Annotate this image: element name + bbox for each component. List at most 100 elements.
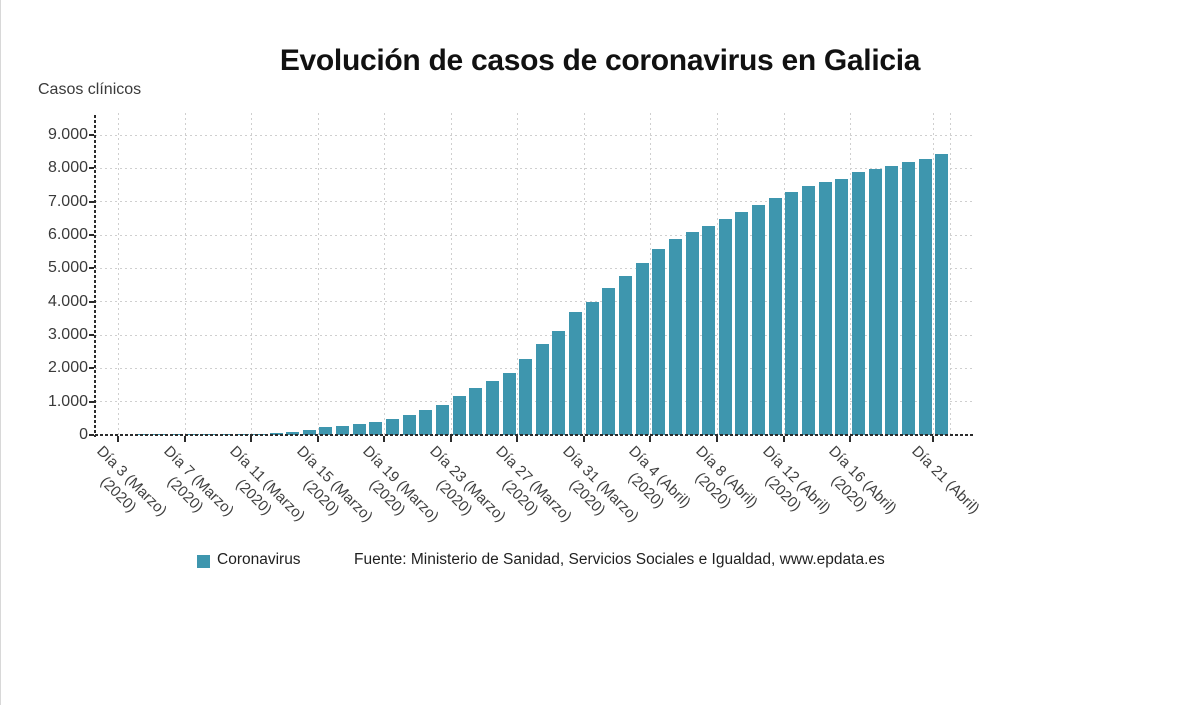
y-axis-label: 3.000 bbox=[47, 326, 88, 343]
legend-color-swatch bbox=[197, 555, 210, 568]
x-axis-tick bbox=[250, 436, 253, 442]
y-axis-label: 1.000 bbox=[47, 392, 88, 410]
bar bbox=[668, 239, 682, 435]
bar bbox=[502, 372, 516, 435]
gridline-vertical bbox=[717, 113, 719, 435]
y-axis-label: 8.000 bbox=[47, 159, 88, 177]
gridline-vertical bbox=[850, 113, 852, 435]
x-axis-label: Día 3 (Marzo) (2020) bbox=[79, 442, 171, 534]
y-axis-tick bbox=[89, 334, 94, 336]
y-axis-tick bbox=[89, 200, 94, 203]
x-axis-tick bbox=[849, 436, 852, 442]
x-axis-tick bbox=[649, 436, 652, 442]
bar bbox=[286, 432, 300, 435]
y-axis-tick bbox=[89, 400, 94, 403]
x-axis-tick bbox=[516, 436, 519, 442]
bar bbox=[419, 410, 433, 435]
y-axis-label: 5.000 bbox=[47, 259, 88, 277]
gridline-vertical bbox=[118, 113, 119, 435]
bar bbox=[386, 419, 400, 435]
y-axis-line bbox=[94, 115, 96, 437]
x-axis-label: Día 8 (Abril) (2020) bbox=[678, 442, 761, 525]
bar bbox=[302, 430, 316, 435]
bar bbox=[802, 186, 816, 435]
gridline-vertical bbox=[184, 113, 186, 435]
y-axis-label: 2.000 bbox=[47, 359, 88, 377]
bar bbox=[652, 249, 666, 435]
gridline-vertical bbox=[783, 113, 785, 435]
bar bbox=[901, 161, 915, 435]
x-axis-tick bbox=[183, 436, 186, 442]
y-axis-tick bbox=[89, 300, 94, 303]
bar bbox=[402, 415, 416, 435]
bar bbox=[702, 226, 716, 435]
gridline-horizontal bbox=[95, 201, 973, 203]
bar bbox=[935, 154, 949, 435]
bar bbox=[452, 396, 466, 435]
x-axis-tick bbox=[716, 436, 719, 442]
y-axis-title: Casos clínicos bbox=[38, 81, 142, 98]
gridline-vertical bbox=[384, 113, 386, 435]
x-axis-tick bbox=[383, 436, 386, 442]
bar bbox=[851, 172, 865, 435]
bar bbox=[519, 358, 533, 435]
gridline-horizontal bbox=[95, 134, 973, 136]
bar bbox=[918, 159, 932, 435]
bar bbox=[535, 344, 549, 435]
bar bbox=[785, 191, 799, 435]
gridline-horizontal bbox=[95, 334, 973, 336]
x-axis-tick bbox=[449, 436, 452, 442]
gridline-vertical bbox=[650, 113, 652, 435]
y-axis-label: 0 bbox=[79, 426, 88, 443]
y-axis-tick bbox=[89, 234, 94, 236]
gridline-vertical bbox=[317, 113, 319, 435]
bar bbox=[635, 262, 649, 435]
x-axis-label: Día 21 (Abril) bbox=[908, 442, 984, 518]
bar bbox=[868, 169, 882, 435]
bar bbox=[485, 381, 499, 435]
page-title: Evolución de casos de coronavirus en Gal… bbox=[279, 44, 921, 78]
bar bbox=[835, 179, 849, 435]
bar bbox=[768, 197, 782, 435]
gridline-vertical bbox=[933, 113, 935, 435]
bar bbox=[319, 427, 333, 435]
gridline-vertical bbox=[251, 113, 253, 435]
x-axis-line bbox=[95, 434, 973, 436]
bar bbox=[718, 219, 732, 435]
y-axis-tick bbox=[89, 167, 94, 170]
window-edge-line bbox=[0, 0, 1, 705]
bar bbox=[352, 424, 366, 435]
x-axis-tick bbox=[316, 436, 319, 442]
gridline-horizontal bbox=[95, 367, 973, 369]
gridline-horizontal bbox=[95, 267, 973, 269]
gridline-vertical bbox=[950, 113, 951, 435]
bar bbox=[818, 182, 832, 435]
bar bbox=[369, 421, 383, 435]
bar bbox=[619, 276, 632, 435]
gridline-horizontal bbox=[95, 234, 973, 236]
gridline-vertical bbox=[583, 113, 585, 435]
x-axis-label: Día 16 (Abril) (2020) bbox=[811, 442, 900, 531]
bar bbox=[552, 331, 566, 435]
gridline-vertical bbox=[450, 113, 452, 435]
gridline-horizontal bbox=[95, 301, 973, 303]
legend-label: Coronavirus bbox=[217, 551, 301, 568]
x-axis-tick bbox=[932, 436, 935, 442]
x-axis-tick bbox=[582, 436, 585, 442]
y-axis-tick bbox=[89, 134, 94, 136]
y-axis-tick bbox=[89, 267, 94, 270]
bar bbox=[336, 426, 350, 435]
y-axis-label: 6.000 bbox=[47, 226, 88, 243]
y-axis-tick bbox=[89, 367, 94, 370]
x-axis-tick bbox=[117, 436, 119, 442]
bar bbox=[435, 405, 449, 435]
bar bbox=[685, 231, 699, 435]
x-axis-label: Día 12 (Abril) (2020) bbox=[745, 442, 834, 531]
bar bbox=[602, 288, 616, 435]
y-axis-label: 4.000 bbox=[47, 292, 88, 310]
bar bbox=[569, 312, 583, 435]
x-axis-tick bbox=[782, 436, 785, 442]
bar bbox=[585, 301, 599, 435]
